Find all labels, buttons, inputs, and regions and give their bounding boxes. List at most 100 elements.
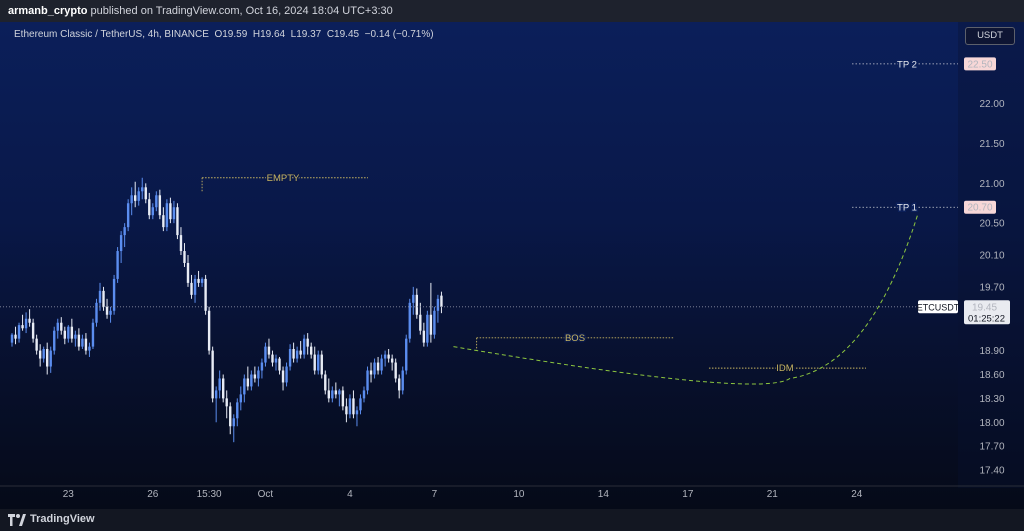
candle-body bbox=[394, 362, 397, 379]
bar-countdown: 01:25:22 bbox=[968, 313, 1005, 324]
candle-body bbox=[239, 394, 242, 403]
candle-body bbox=[398, 378, 401, 391]
time-tick-label: 15:30 bbox=[197, 489, 222, 500]
candle-body bbox=[102, 290, 105, 307]
candle-body bbox=[204, 278, 207, 311]
candle-body bbox=[105, 306, 109, 315]
currency-button[interactable]: USDT bbox=[965, 27, 1015, 45]
candle-body bbox=[211, 350, 214, 399]
price-tick-label: 21.50 bbox=[979, 139, 1004, 150]
publish-text: published on TradingView.com, Oct 16, 20… bbox=[90, 5, 393, 17]
price-tick-label: 18.90 bbox=[979, 346, 1004, 357]
candle-body bbox=[412, 294, 415, 303]
candle-body bbox=[141, 187, 144, 192]
empty-level-label: EMPTY bbox=[267, 173, 300, 184]
candle-body bbox=[317, 354, 320, 371]
candle-body bbox=[246, 378, 250, 387]
change-value: −0.14 (−0.71%) bbox=[364, 29, 434, 40]
candle-body bbox=[126, 203, 130, 228]
publish-info: armanb_crypto published on TradingView.c… bbox=[8, 5, 393, 17]
candle-body bbox=[274, 358, 278, 363]
symbol-price-tag-text: ETCUSDT bbox=[917, 302, 960, 312]
tradingview-logo-icon bbox=[8, 514, 26, 526]
candle-body bbox=[81, 338, 84, 347]
candle-body bbox=[17, 325, 21, 339]
candle-body bbox=[390, 358, 394, 363]
candle-body bbox=[295, 350, 299, 359]
candle-body bbox=[98, 290, 102, 303]
candle-body bbox=[151, 207, 154, 216]
tp2-price-tag[interactable] bbox=[964, 57, 996, 71]
candle-body bbox=[271, 354, 274, 363]
candle-body bbox=[193, 278, 197, 295]
candle-body bbox=[14, 334, 17, 339]
candle-body bbox=[176, 207, 179, 236]
tp2-price-text: 22.50 bbox=[967, 59, 992, 70]
candle-body bbox=[112, 278, 116, 311]
last-price-value: 19.45 bbox=[972, 302, 997, 313]
tradingview-brand[interactable]: TradingView bbox=[30, 513, 95, 525]
candle-body bbox=[429, 314, 433, 335]
candle-body bbox=[155, 195, 158, 208]
candle-body bbox=[63, 330, 66, 339]
close-label: C bbox=[326, 29, 335, 40]
candle-body bbox=[288, 349, 292, 367]
publisher-name[interactable]: armanb_crypto bbox=[8, 5, 88, 17]
chart-pane[interactable] bbox=[0, 22, 1024, 509]
price-tick-label: 17.40 bbox=[979, 466, 1004, 477]
last-price-tag[interactable] bbox=[964, 300, 1010, 325]
candle-body bbox=[200, 278, 204, 283]
price-axis[interactable] bbox=[958, 22, 1024, 488]
symbol-price-tag[interactable] bbox=[918, 300, 958, 314]
price-tick-label: 18.30 bbox=[979, 394, 1004, 405]
candle-body bbox=[218, 378, 221, 391]
candle-body bbox=[310, 346, 313, 355]
close-value: 19.45 bbox=[334, 29, 360, 40]
publish-bar: armanb_crypto published on TradingView.c… bbox=[0, 0, 1024, 22]
candle-body bbox=[348, 398, 352, 415]
candle-body bbox=[366, 370, 369, 391]
candle-body bbox=[313, 354, 316, 371]
footer-bar: TradingView bbox=[0, 509, 1024, 531]
candle-body bbox=[123, 227, 126, 236]
time-tick-label: 14 bbox=[598, 489, 610, 500]
candle-body bbox=[408, 302, 411, 339]
price-tick-label: 22.00 bbox=[979, 99, 1004, 110]
price-tick-label: 19.70 bbox=[979, 282, 1004, 293]
candle-body bbox=[21, 325, 24, 329]
candle-body bbox=[222, 378, 225, 399]
candle-body bbox=[67, 326, 70, 339]
time-tick-label: 4 bbox=[347, 489, 353, 500]
bos-level-label: BOS bbox=[565, 333, 585, 344]
time-tick-label: 23 bbox=[63, 489, 75, 500]
candle-body bbox=[359, 398, 362, 411]
time-tick-label: 10 bbox=[513, 489, 525, 500]
candle-body bbox=[28, 318, 31, 323]
candle-body bbox=[250, 374, 253, 387]
candle-body bbox=[225, 398, 228, 407]
symbol-legend: Ethereum Classic / TetherUS, 4h, BINANCE… bbox=[14, 29, 434, 40]
tp1-label: TP 1 bbox=[897, 203, 917, 214]
candle-body bbox=[267, 346, 271, 355]
candle-body bbox=[334, 390, 338, 395]
symbol-name[interactable]: Ethereum Classic / TetherUS, 4h, BINANCE bbox=[14, 29, 209, 40]
candle-body bbox=[197, 278, 200, 283]
candle-body bbox=[38, 350, 42, 359]
candle-body bbox=[422, 330, 426, 343]
candle-body bbox=[362, 390, 366, 399]
tp1-price-tag[interactable] bbox=[964, 200, 996, 214]
candle-body bbox=[440, 295, 443, 307]
candle-body bbox=[179, 235, 183, 252]
candle-body bbox=[109, 310, 112, 315]
candle-body bbox=[415, 294, 418, 315]
candle-body bbox=[338, 390, 341, 395]
open-value: 19.59 bbox=[222, 29, 248, 40]
candle-body bbox=[405, 338, 408, 371]
candle-body bbox=[380, 358, 383, 371]
candle-body bbox=[229, 406, 232, 427]
candle-body bbox=[369, 370, 373, 375]
candle-body bbox=[144, 187, 147, 200]
price-tick-label: 21.00 bbox=[979, 179, 1004, 190]
candle-body bbox=[74, 334, 77, 339]
